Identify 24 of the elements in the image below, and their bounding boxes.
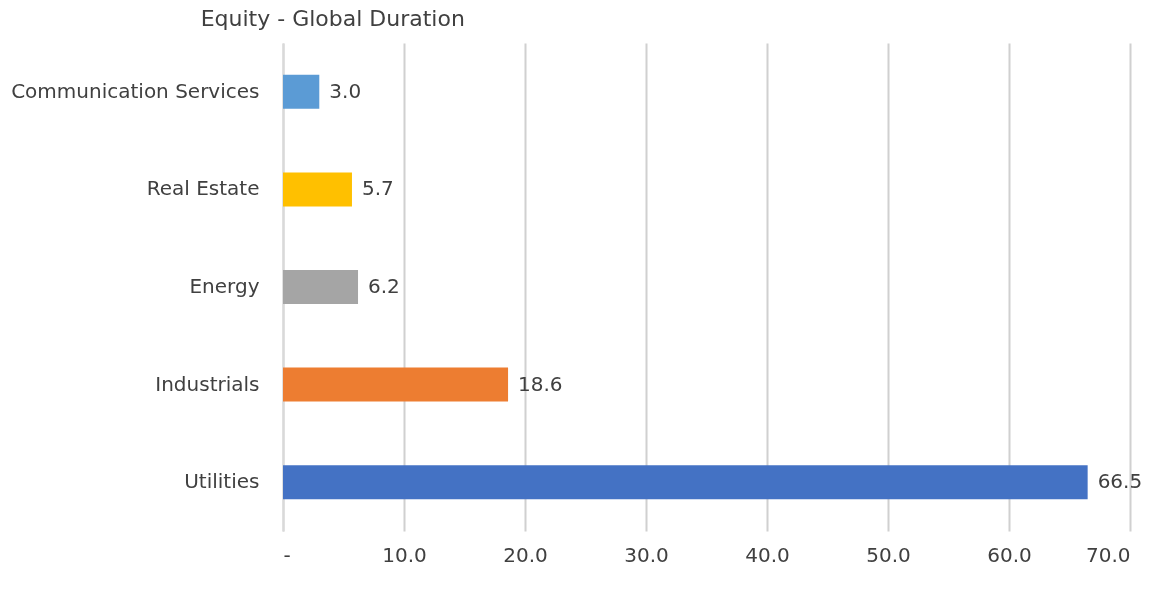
x-tick-label: 40.0	[745, 542, 790, 567]
y-tick-label: Real Estate	[146, 176, 260, 201]
data-label: 66.5	[1097, 469, 1143, 494]
bar	[283, 270, 359, 304]
y-tick-label: Utilities	[184, 469, 260, 494]
x-tick-label: 70.0	[1085, 542, 1131, 567]
bar	[283, 367, 509, 402]
y-tick-label: Industrials	[155, 371, 260, 396]
x-tick-label: -	[283, 542, 291, 567]
x-tick-label: 50.0	[866, 542, 911, 567]
bar	[283, 172, 352, 207]
chart-title: Equity - Global Duration	[200, 6, 465, 31]
bar	[283, 74, 320, 109]
bar	[283, 465, 1088, 500]
x-tick-label: 60.0	[987, 542, 1032, 567]
data-label: 3.0	[329, 78, 362, 103]
y-tick-label: Communication Services	[11, 78, 260, 103]
data-label: 18.6	[518, 371, 563, 396]
x-tick-label: 10.0	[382, 542, 427, 567]
data-label: 6.2	[368, 274, 400, 298]
x-tick-label: 30.0	[624, 542, 669, 567]
x-tick-label: 20.0	[503, 542, 548, 567]
data-label: 5.7	[361, 176, 394, 201]
y-tick-label: Energy	[189, 274, 260, 298]
